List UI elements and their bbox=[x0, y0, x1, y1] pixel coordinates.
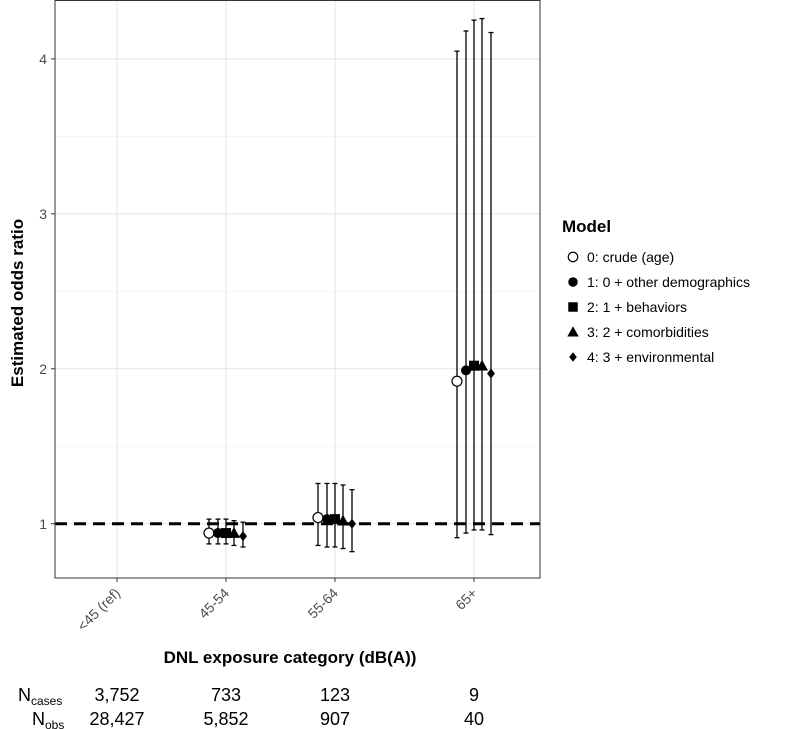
data-point bbox=[221, 528, 231, 539]
legend-key-icon bbox=[567, 326, 579, 337]
x-axis: <45 (ref) 45-54 55-64 65+ bbox=[74, 578, 480, 634]
obs-row-label: Nobs bbox=[32, 709, 64, 729]
x-tick-label: 45-54 bbox=[195, 585, 232, 622]
legend-item-label: 2: 1 + behaviors bbox=[587, 299, 687, 315]
y-tick-label: 1 bbox=[39, 516, 47, 532]
data-point bbox=[330, 514, 340, 525]
data-point bbox=[348, 518, 356, 529]
data-point bbox=[213, 528, 223, 539]
data-point bbox=[337, 514, 349, 526]
x-tick-label: 65+ bbox=[452, 585, 480, 613]
legend-title: Model bbox=[562, 217, 611, 236]
x-axis-title: DNL exposure category (dB(A)) bbox=[164, 648, 417, 667]
legend-key-icon bbox=[569, 352, 577, 362]
cases-count: 9 bbox=[469, 685, 479, 705]
y-axis: 1 2 3 4 bbox=[39, 51, 55, 532]
data-points bbox=[203, 359, 495, 542]
obs-count: 28,427 bbox=[89, 709, 144, 729]
legend-key-icon bbox=[568, 277, 578, 287]
obs-count: 40 bbox=[464, 709, 484, 729]
data-point bbox=[461, 365, 471, 376]
legend: Model 0: crude (age) 1: 0 + other demogra… bbox=[562, 217, 750, 365]
x-tick-label: 55-64 bbox=[304, 585, 341, 622]
cases-count: 3,752 bbox=[94, 685, 139, 705]
y-axis-title: Estimated odds ratio bbox=[8, 219, 27, 387]
data-point bbox=[451, 375, 463, 387]
data-point bbox=[239, 531, 247, 542]
y-tick-label: 4 bbox=[39, 51, 47, 67]
data-point bbox=[487, 368, 495, 379]
legend-item-label: 4: 3 + environmental bbox=[587, 349, 714, 365]
data-point bbox=[203, 527, 215, 539]
legend-item-label: 0: crude (age) bbox=[587, 249, 674, 265]
obs-count: 5,852 bbox=[203, 709, 248, 729]
obs-count: 907 bbox=[320, 709, 350, 729]
plot-panel-border bbox=[54, 0, 541, 579]
data-point bbox=[476, 359, 488, 371]
data-point bbox=[312, 511, 324, 524]
y-tick-label: 3 bbox=[39, 206, 47, 222]
cases-row-label: Ncases bbox=[18, 685, 62, 708]
x-tick-label: <45 (ref) bbox=[74, 585, 123, 634]
grid-lines bbox=[55, 0, 540, 578]
legend-key-icon bbox=[568, 302, 578, 312]
data-point bbox=[469, 360, 479, 371]
legend-key-icon bbox=[567, 251, 579, 263]
data-point bbox=[322, 514, 332, 525]
data-point bbox=[228, 527, 240, 538]
legend-item-label: 3: 2 + comorbidities bbox=[587, 324, 709, 340]
error-bars bbox=[206, 17, 494, 553]
legend-item-label: 1: 0 + other demographics bbox=[587, 274, 750, 290]
cases-count: 733 bbox=[211, 685, 241, 705]
counts-table: Ncases Nobs 3,752 733 123 9 28,427 5,852 907 40 bbox=[18, 685, 484, 729]
y-tick-label: 2 bbox=[39, 361, 47, 377]
cases-count: 123 bbox=[320, 685, 350, 705]
